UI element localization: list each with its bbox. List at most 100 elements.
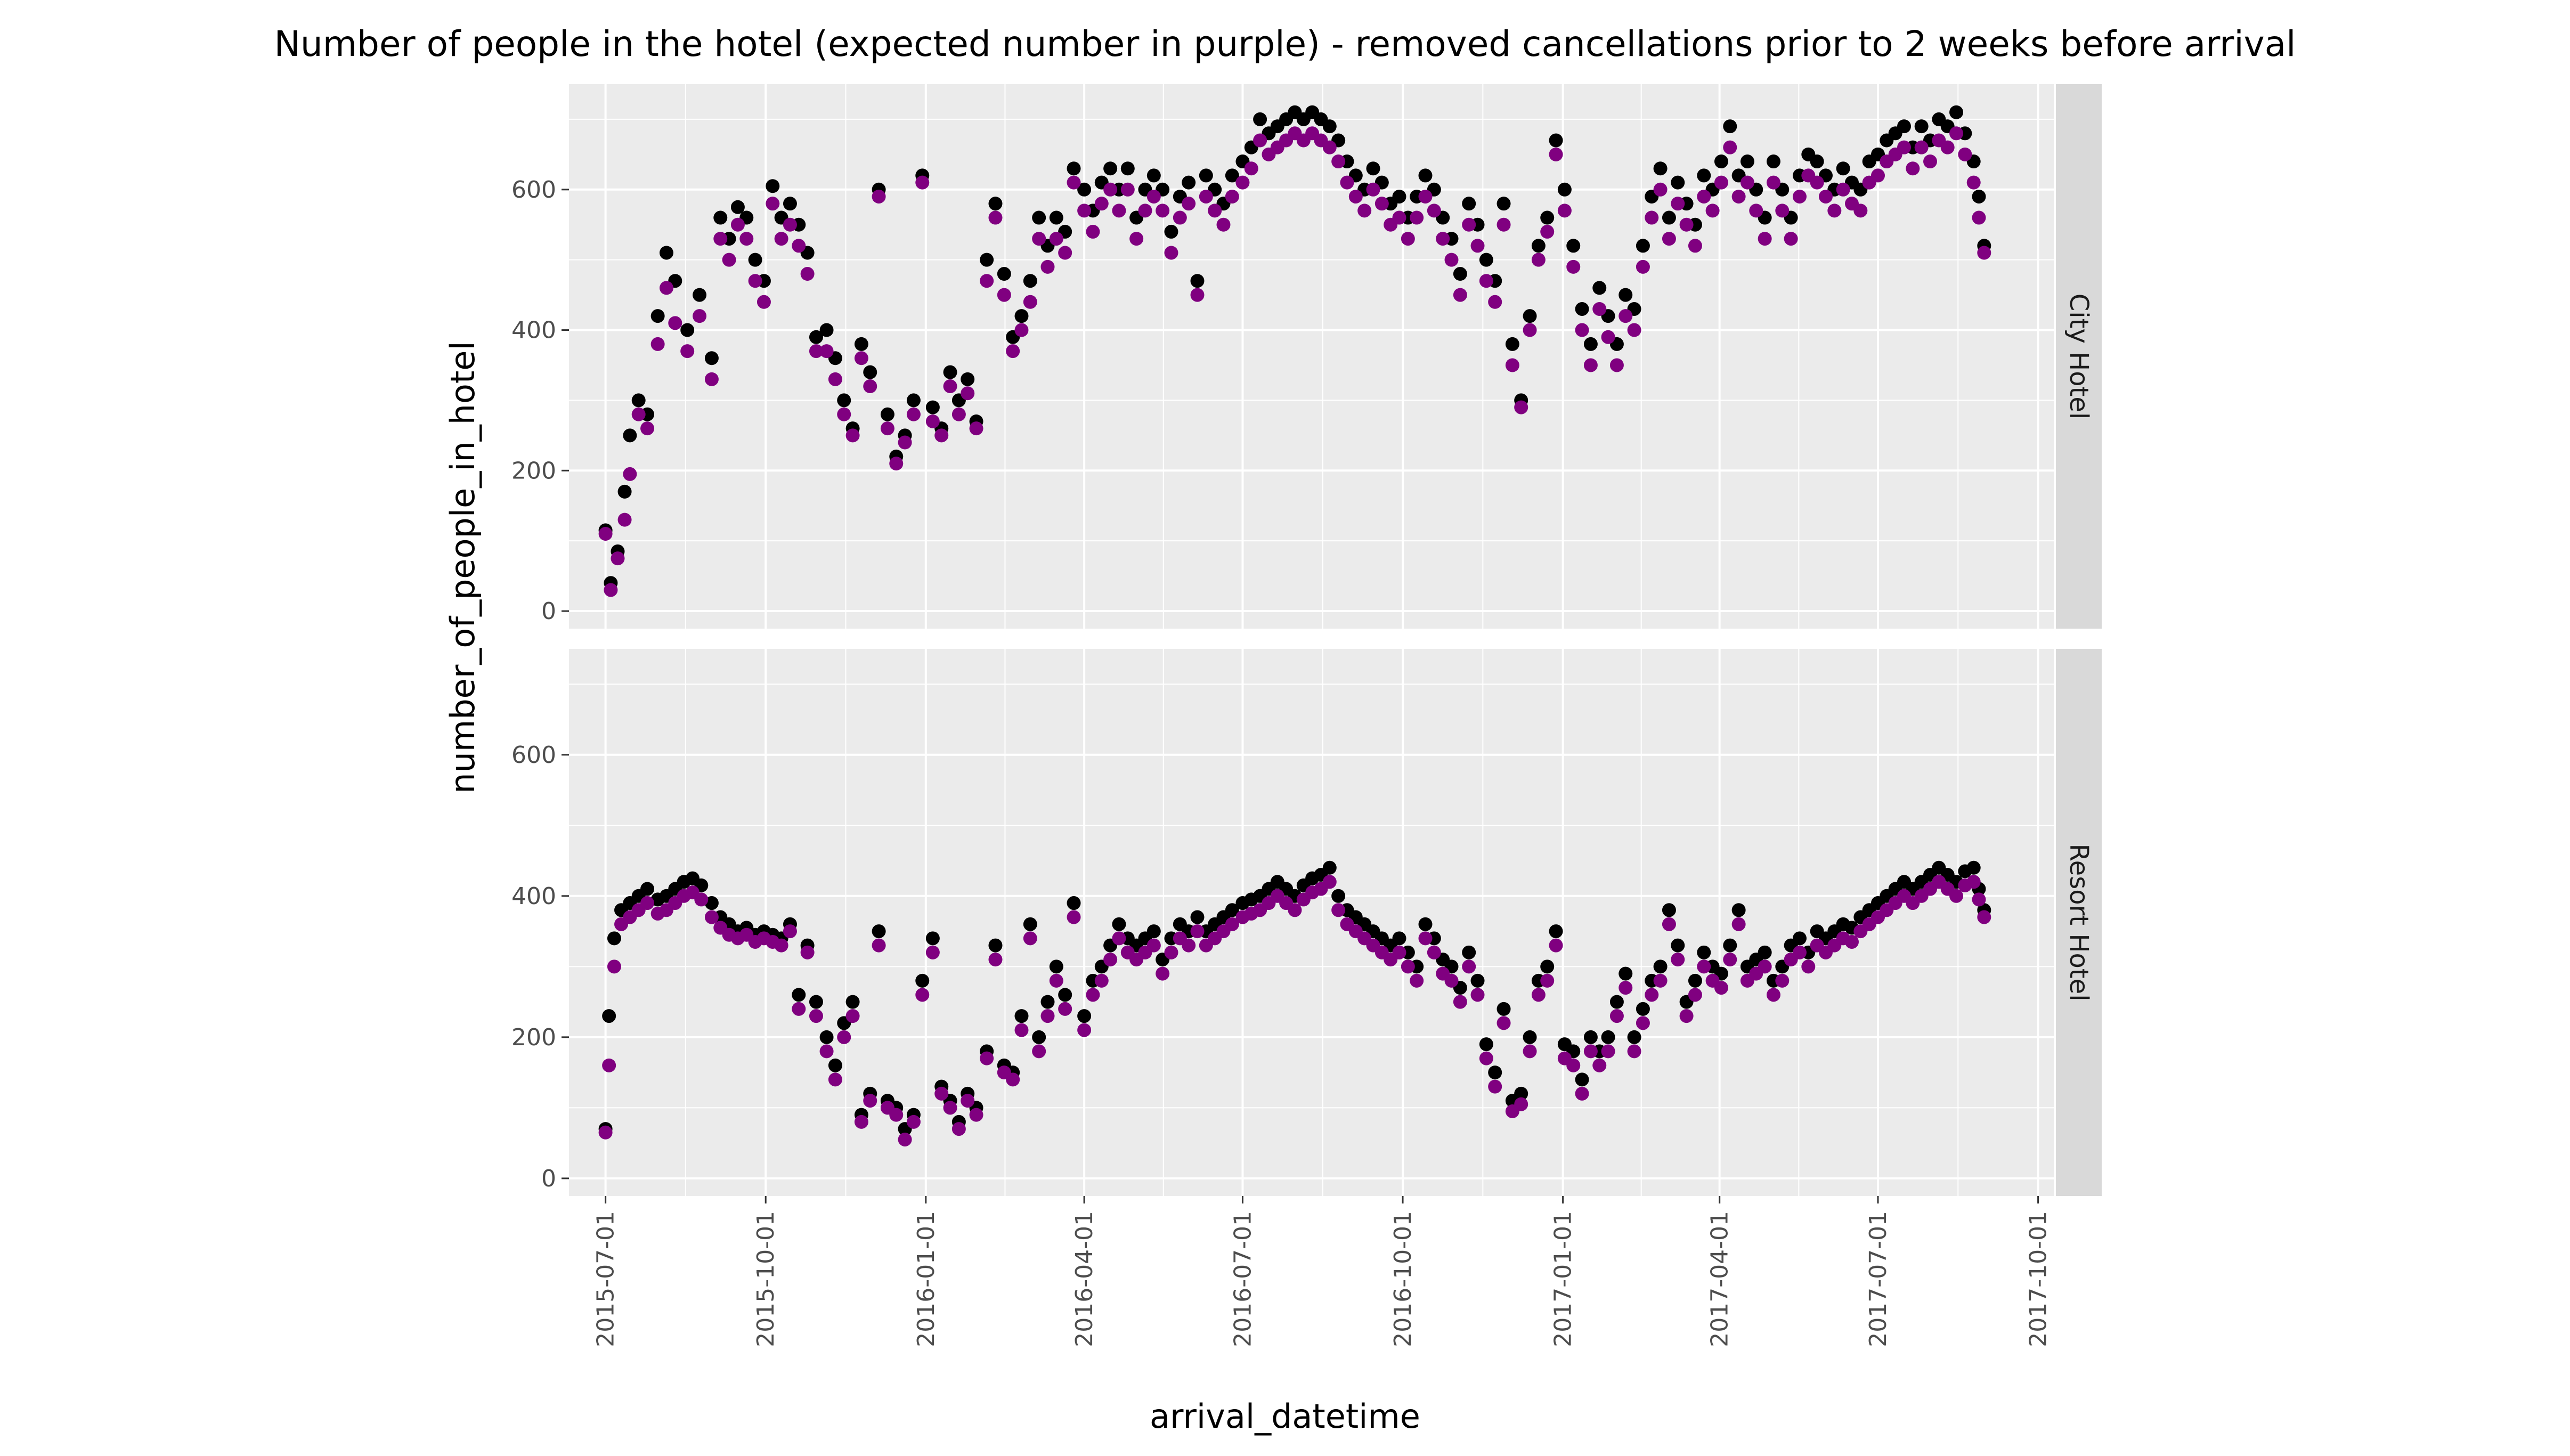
data-point	[1601, 1030, 1615, 1044]
data-point	[1836, 161, 1850, 176]
data-point	[1766, 154, 1780, 169]
data-point	[1199, 168, 1213, 183]
data-point	[1453, 995, 1467, 1009]
data-point	[1723, 140, 1737, 154]
data-point	[1609, 1009, 1624, 1023]
data-point	[1619, 981, 1633, 995]
data-point	[1697, 945, 1711, 959]
data-point	[1940, 140, 1955, 154]
data-point	[1609, 358, 1624, 372]
data-point	[1531, 988, 1546, 1002]
data-point	[1479, 253, 1493, 267]
data-point	[809, 330, 823, 344]
x-tick-label: 2016-07-01	[1229, 1211, 1256, 1347]
data-point	[1792, 945, 1807, 959]
data-point	[837, 1030, 851, 1044]
y-tick-label: 200	[511, 1024, 556, 1051]
data-point	[925, 945, 940, 959]
data-point	[1653, 182, 1668, 197]
data-point	[1972, 210, 1986, 225]
data-point	[819, 344, 834, 359]
data-point	[766, 197, 780, 211]
panel-background	[569, 84, 2054, 629]
data-point	[845, 1009, 860, 1023]
data-point	[1427, 945, 1441, 959]
data-point	[1549, 147, 1563, 161]
data-point	[792, 239, 806, 253]
data-point	[1488, 295, 1502, 309]
data-point	[1120, 182, 1135, 197]
data-point	[1566, 1058, 1581, 1072]
data-point	[1836, 182, 1850, 197]
data-point	[951, 1122, 966, 1136]
data-point	[809, 995, 823, 1009]
data-point	[1392, 210, 1406, 225]
data-point	[766, 179, 780, 193]
data-point	[1410, 210, 1424, 225]
data-point	[1401, 959, 1415, 974]
data-point	[1514, 1097, 1528, 1111]
data-point	[1120, 161, 1135, 176]
data-point	[925, 400, 940, 414]
data-point	[1077, 1009, 1092, 1023]
data-point	[1766, 988, 1780, 1002]
data-point	[819, 1030, 834, 1044]
data-point	[880, 421, 894, 436]
data-point	[680, 344, 695, 359]
data-point	[1497, 1016, 1511, 1030]
data-point	[1679, 1009, 1694, 1023]
data-point	[617, 513, 632, 527]
data-point	[845, 995, 860, 1009]
data-point	[713, 232, 728, 246]
data-point	[1366, 161, 1380, 176]
data-point	[1462, 197, 1476, 211]
data-point	[1671, 938, 1685, 953]
data-point	[1505, 337, 1519, 351]
data-point	[1731, 903, 1746, 917]
data-point	[1897, 119, 1912, 134]
data-point	[1853, 204, 1868, 218]
data-point	[1671, 175, 1685, 190]
data-point	[1190, 288, 1205, 302]
data-point	[997, 288, 1011, 302]
data-point	[640, 896, 655, 910]
data-point	[1094, 197, 1109, 211]
data-point	[809, 344, 823, 359]
data-point	[854, 351, 868, 365]
facet-panel: 0 200 400 600 Resort Hotel	[511, 649, 2102, 1196]
data-point	[863, 365, 877, 379]
data-point	[1392, 931, 1406, 946]
data-point	[1662, 232, 1676, 246]
data-point	[1592, 281, 1607, 295]
data-point	[969, 421, 983, 436]
data-point	[1470, 988, 1485, 1002]
data-point	[1086, 224, 1100, 239]
data-point	[1156, 966, 1170, 981]
data-point	[1156, 204, 1170, 218]
data-point	[1958, 147, 1972, 161]
data-point	[1375, 197, 1389, 211]
data-point	[1758, 959, 1772, 974]
data-point	[1601, 1044, 1615, 1059]
data-point	[1164, 224, 1178, 239]
data-point	[1014, 1009, 1029, 1023]
data-point	[774, 938, 788, 953]
data-point	[1418, 189, 1433, 204]
data-point	[1540, 210, 1555, 225]
data-point	[1514, 400, 1528, 414]
data-point	[1601, 330, 1615, 344]
data-point	[1067, 910, 1081, 924]
data-point	[650, 337, 665, 351]
y-tick-label: 600	[511, 742, 556, 769]
data-point	[1418, 917, 1433, 931]
data-point	[1366, 182, 1380, 197]
data-point	[1540, 959, 1555, 974]
data-point	[898, 1132, 912, 1146]
data-point	[1557, 204, 1572, 218]
data-point	[828, 1058, 842, 1072]
data-series	[598, 105, 1991, 590]
x-axis-ticks: 2015-07-01 2015-10-01 2016-01-01 2016-04-01…	[592, 1196, 2052, 1347]
data-point	[1714, 981, 1728, 995]
data-point	[602, 1058, 616, 1072]
facet-strip-label: Resort Hotel	[2064, 843, 2094, 1001]
